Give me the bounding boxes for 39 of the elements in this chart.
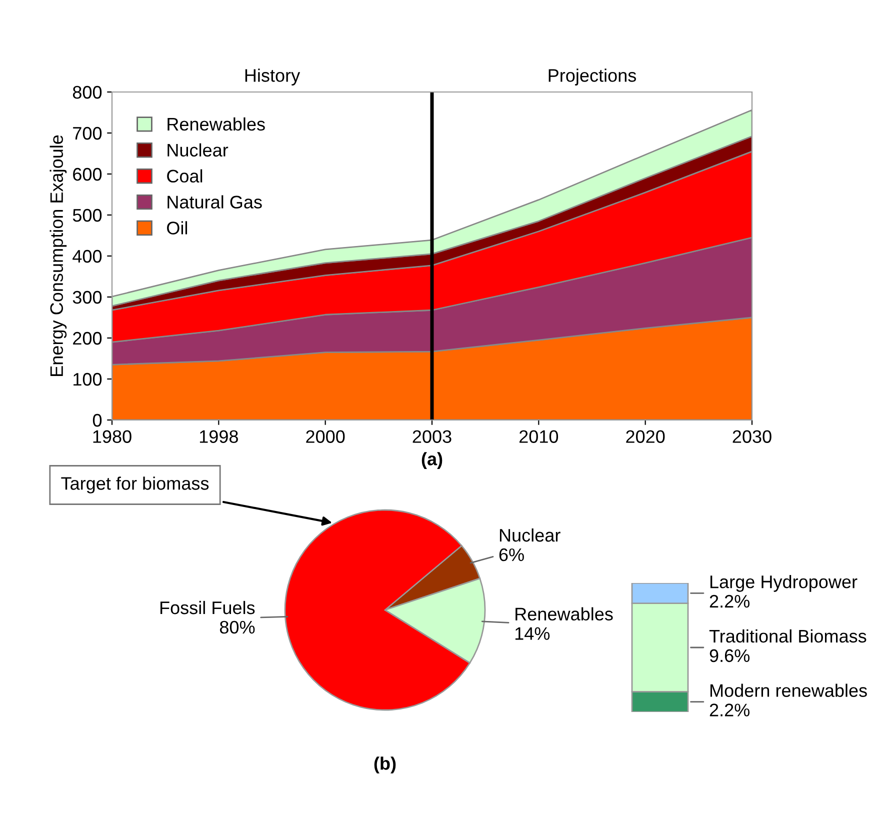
data-label: 2.2% xyxy=(710,704,750,716)
slice-label: Fossil Fuels xyxy=(160,600,255,614)
text: Target for biomass xyxy=(61,476,209,494)
legend-label: Natural Gas xyxy=(168,195,262,208)
legend-label: Nuclear xyxy=(168,143,228,157)
legend-label: Coal xyxy=(167,169,202,183)
y-tick-label: 300 xyxy=(72,290,102,304)
y-tick-label: 500 xyxy=(72,208,102,222)
legend-label: Oil xyxy=(167,221,188,234)
data-label: 80% xyxy=(220,620,255,634)
text: (b) xyxy=(374,756,396,774)
y-tick-label: 600 xyxy=(73,168,102,181)
x-tick-label: 1998 xyxy=(200,430,238,443)
data-label: 9.6% xyxy=(710,649,750,662)
text: Projections xyxy=(548,68,636,86)
series-label: Traditional Biomass xyxy=(709,629,866,643)
legend-label: Renewables xyxy=(168,117,265,131)
y-tick-label: 0 xyxy=(92,414,102,427)
x-tick-label: 2030 xyxy=(732,430,772,443)
text: History xyxy=(245,68,300,86)
x-tick-label: 2003 xyxy=(412,430,452,443)
y-tick-label: 400 xyxy=(72,250,102,263)
x-tick-label: 2000 xyxy=(306,430,345,443)
slice-label: Renewables xyxy=(516,607,613,621)
slice-label: Nuclear xyxy=(500,528,560,542)
x-tick-label: 2010 xyxy=(519,430,558,443)
x-tick-label: 2020 xyxy=(626,430,665,443)
data-label: 2.2% xyxy=(710,594,750,608)
x-axis-title: (a) xyxy=(422,452,442,469)
series-label: Large Hydropower xyxy=(710,574,858,592)
data-label: 14% xyxy=(515,627,550,640)
data-label: 6% xyxy=(499,548,524,562)
y-tick-label: 100 xyxy=(74,372,102,386)
y-tick-label: 200 xyxy=(73,332,102,345)
series-label: Modern renewables xyxy=(710,684,867,697)
y-axis-title: Energy Consumption Exajoule xyxy=(50,135,67,376)
y-tick-label: 700 xyxy=(73,126,102,140)
x-tick-label: 1980 xyxy=(93,430,132,443)
y-tick-label: 800 xyxy=(72,86,102,99)
